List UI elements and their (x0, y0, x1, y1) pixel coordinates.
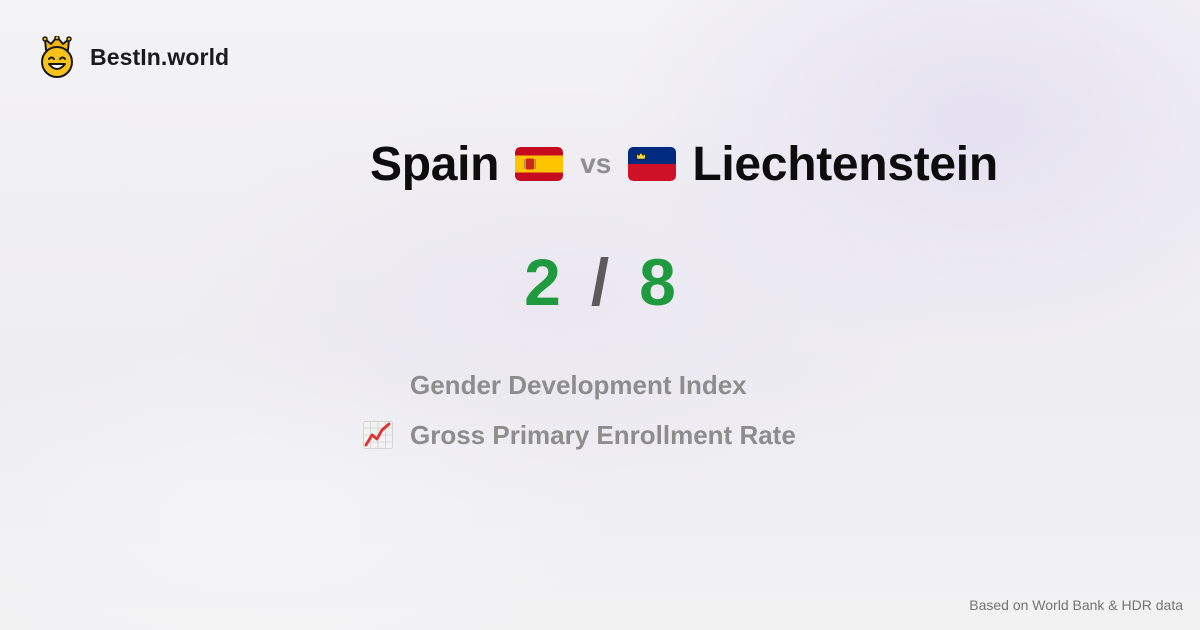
metric-label: Gross Primary Enrollment Rate (410, 419, 796, 450)
country-right-name[interactable]: Liechtenstein (692, 137, 998, 191)
score-separator: / (590, 245, 610, 319)
comparison-title: Spain vs Liechtenstein (370, 134, 998, 194)
brand[interactable]: BestIn.world (38, 36, 229, 78)
score-left: 2 (524, 245, 561, 319)
metric-label: Gender Development Index (410, 369, 747, 400)
flag-spain-icon (515, 147, 564, 181)
vs-label: vs (580, 148, 612, 179)
flag-liechtenstein-icon (628, 147, 677, 181)
brand-name: BestIn.world (90, 43, 230, 70)
metric-icon-placeholder (360, 369, 396, 401)
country-left-name[interactable]: Spain (370, 137, 500, 191)
data-source-note: Based on World Bank & HDR data (969, 597, 1183, 613)
crowned-smiley-icon (41, 36, 73, 78)
metric-item: Gross Primary Enrollment Rate (360, 412, 880, 458)
score: 2 / 8 (500, 244, 700, 320)
metrics-list: Gender Development Index Gross Primary E… (360, 362, 880, 462)
chart-increasing-icon (360, 419, 396, 451)
metric-item: Gender Development Index (360, 362, 880, 408)
score-right: 8 (639, 245, 676, 319)
